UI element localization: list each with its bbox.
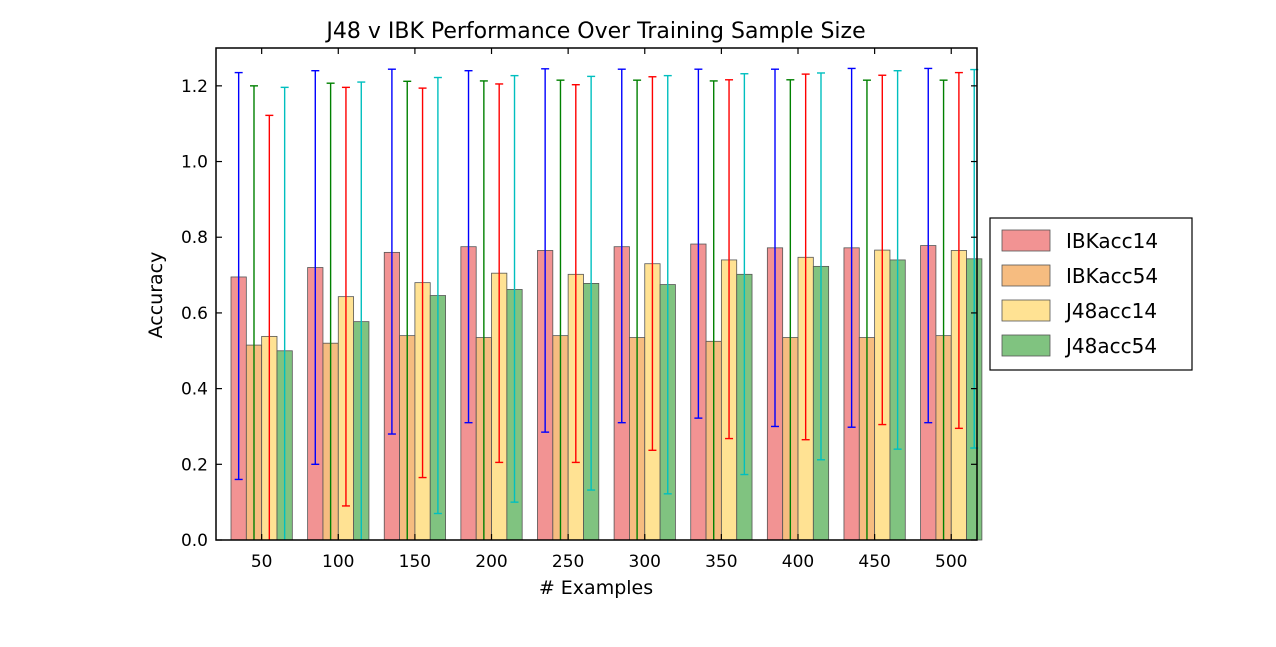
legend-swatch-J48acc14 [1001, 299, 1051, 322]
x-tick-label: 50 [251, 552, 273, 572]
x-axis-label: # Examples [539, 577, 653, 599]
x-tick-label: 100 [322, 552, 354, 572]
x-axis: 50 100 150 200 250 300 350 400 450 500 [251, 48, 967, 572]
y-axis: 0.0 0.2 0.4 0.6 0.8 1.0 1.2 [181, 77, 977, 551]
x-tick-label: 350 [705, 552, 737, 572]
chart-title: J48 v IBK Performance Over Training Samp… [324, 19, 865, 44]
y-tick-label: 0.4 [181, 380, 208, 400]
legend-label-J48acc14: J48acc14 [1064, 299, 1157, 323]
legend-label-IBKacc14: IBKacc14 [1066, 229, 1158, 253]
y-tick-label: 0.0 [181, 531, 208, 551]
legend-label-IBKacc54: IBKacc54 [1066, 264, 1158, 288]
x-tick-label: 400 [782, 552, 814, 572]
legend-swatch-IBKacc54 [1001, 264, 1051, 287]
legend-swatch-J48acc54 [1001, 334, 1051, 357]
y-tick-label: 1.0 [181, 153, 208, 173]
y-axis-label: Accuracy [145, 252, 167, 339]
y-tick-label: 1.2 [181, 77, 208, 97]
legend-swatch-IBKacc14 [1001, 229, 1051, 252]
y-tick-label: 0.2 [181, 455, 208, 475]
x-tick-label: 450 [858, 552, 890, 572]
x-tick-label: 300 [629, 552, 661, 572]
legend: IBKacc14 IBKacc54 J48acc14 J48acc54 [989, 217, 1193, 371]
error-bars-layer [234, 67, 979, 540]
y-tick-label: 0.6 [181, 304, 208, 324]
plot-area-frame [215, 47, 978, 541]
x-tick-label: 150 [399, 552, 431, 572]
y-tick-label: 0.8 [181, 228, 208, 248]
legend-label-J48acc54: J48acc54 [1064, 334, 1157, 358]
x-tick-label: 200 [475, 552, 507, 572]
x-tick-label: 500 [935, 552, 967, 572]
bars-layer [230, 243, 983, 541]
x-tick-label: 250 [552, 552, 584, 572]
